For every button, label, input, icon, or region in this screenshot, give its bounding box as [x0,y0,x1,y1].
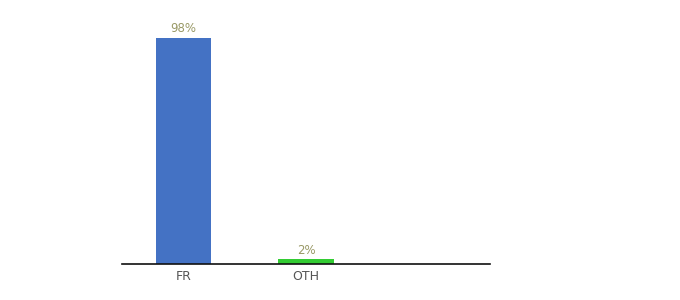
Bar [156,38,211,264]
Text: 2%: 2% [296,244,316,256]
Text: 98%: 98% [171,22,197,35]
Bar [279,260,333,264]
